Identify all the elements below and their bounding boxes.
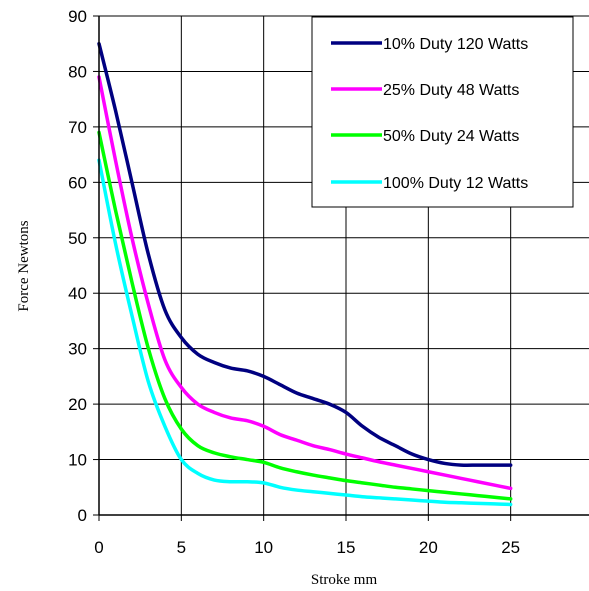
x-tick-label: 5	[177, 538, 186, 557]
y-tick-label: 10	[68, 451, 87, 470]
y-tick-label: 20	[68, 395, 87, 414]
x-tick-label: 10	[254, 538, 273, 557]
legend-label-3: 50% Duty 24 Watts	[383, 128, 519, 145]
x-tick-label: 20	[419, 538, 438, 557]
x-tick-label: 15	[337, 538, 356, 557]
y-tick-label: 50	[68, 229, 87, 248]
legend-label-1: 10% Duty 120 Watts	[383, 36, 528, 53]
tick-labels: 0 10 20 30 40 50 60 70 80 90 0 5 10 15 20 25	[68, 7, 520, 557]
x-axis-title: Stroke mm	[311, 572, 378, 588]
y-tick-label: 70	[68, 118, 87, 137]
series-line-1	[97, 41, 513, 467]
legend-label-2: 25% Duty 48 Watts	[383, 82, 519, 99]
series-line-4	[97, 158, 513, 507]
y-tick-label: 90	[68, 7, 87, 26]
x-tick-label: 25	[501, 538, 520, 557]
y-tick-label: 30	[68, 340, 87, 359]
y-tick-label: 40	[68, 284, 87, 303]
legend-label-4: 100% Duty 12 Watts	[383, 175, 528, 192]
y-axis-title: Force Newtons	[16, 220, 32, 311]
legend-box	[311, 16, 574, 208]
series-lines	[97, 41, 513, 507]
series-line-2	[97, 75, 513, 491]
series-line-3	[97, 130, 513, 501]
x-tick-label: 0	[94, 538, 103, 557]
legend: 10% Duty 120 Watts 25% Duty 48 Watts 50% D…	[311, 16, 574, 208]
y-tick-label: 0	[78, 506, 87, 525]
legend-items: 10% Duty 120 Watts 25% Duty 48 Watts 50% D…	[331, 36, 528, 192]
y-tick-label: 60	[68, 173, 87, 192]
axes	[93, 15, 589, 521]
y-tick-label: 80	[68, 62, 87, 81]
